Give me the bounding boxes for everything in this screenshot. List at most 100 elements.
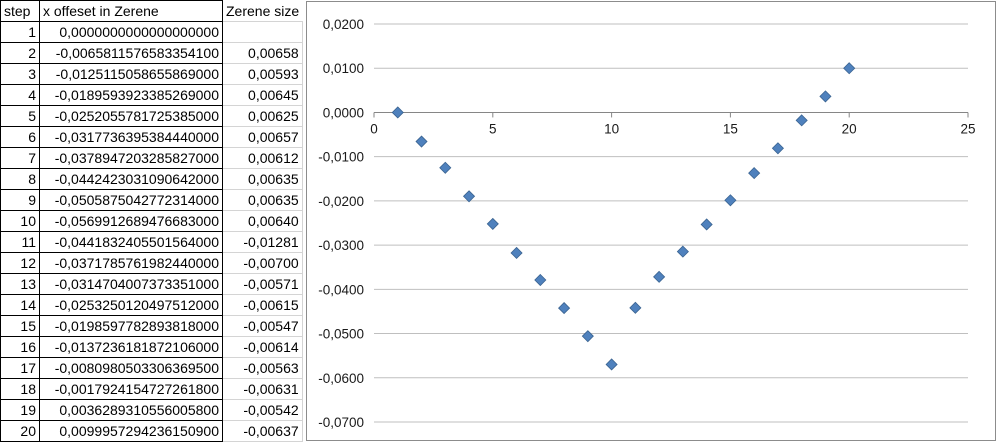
cell-zerene-size[interactable]: 0,00658 — [222, 42, 303, 64]
x-tick-label: 5 — [489, 121, 497, 136]
cell-x-offset[interactable]: -0,0505875042772314000 — [39, 189, 223, 211]
cell-x-offset[interactable]: -0,0017924154727261800 — [39, 378, 223, 400]
cell-x-offset[interactable]: -0,0371785761982440000 — [39, 252, 223, 274]
cell-x-offset[interactable]: -0,0080980503306369500 — [39, 357, 223, 379]
cell-step[interactable]: 15 — [0, 315, 40, 337]
cell-step[interactable]: 20 — [0, 420, 40, 442]
cell-step[interactable]: 4 — [0, 84, 40, 106]
cell-step[interactable]: 13 — [0, 273, 40, 295]
cell-step[interactable]: 18 — [0, 378, 40, 400]
cell-zerene-size[interactable]: -0,00563 — [222, 357, 303, 379]
data-point — [581, 330, 594, 343]
cell-zerene-size[interactable]: 0,00593 — [222, 63, 303, 85]
table-row: 19 0,0036289310556005800 -0,00542 — [0, 399, 303, 421]
cell-step[interactable]: 14 — [0, 294, 40, 316]
y-tick-label: -0,0600 — [318, 371, 364, 386]
table-row: 18 -0,0017924154727261800 -0,00631 — [0, 378, 303, 400]
chart-svg: 0,0200 0,0100 0,0000 -0,0100 -0,0200 -0,0300 -… — [318, 17, 975, 430]
cell-zerene-size[interactable]: -0,00631 — [222, 378, 303, 400]
cell-step[interactable]: 3 — [0, 63, 40, 85]
cell-x-offset[interactable]: -0,0253250120497512000 — [39, 294, 223, 316]
y-tick-label: -0,0100 — [318, 150, 364, 165]
data-point — [486, 217, 499, 230]
data-point — [391, 106, 404, 119]
data-point — [819, 90, 832, 103]
cell-step[interactable]: 8 — [0, 168, 40, 190]
cell-zerene-size[interactable]: 0,00645 — [222, 84, 303, 106]
table-row: 15 -0,0198597782893818000 -0,00547 — [0, 315, 303, 337]
cell-step[interactable]: 6 — [0, 126, 40, 148]
cell-step[interactable]: 16 — [0, 336, 40, 358]
table-row: 2 -0,0065811576583354100 0,00658 — [0, 42, 303, 64]
y-tick-label: -0,0200 — [318, 194, 364, 209]
cell-zerene-size[interactable]: -0,00571 — [222, 273, 303, 295]
cell-zerene-size[interactable]: 0,00635 — [222, 189, 303, 211]
table-row: 11 -0,0441832405501564000 -0,01281 — [0, 231, 303, 253]
cell-zerene-size[interactable]: -0,00615 — [222, 294, 303, 316]
cell-step[interactable]: 19 — [0, 399, 40, 421]
cell-step[interactable]: 2 — [0, 42, 40, 64]
cell-x-offset[interactable]: -0,0198597782893818000 — [39, 315, 223, 337]
cell-x-offset[interactable]: -0,0125115058655869000 — [39, 63, 223, 85]
cell-x-offset[interactable]: -0,0378947203285827000 — [39, 147, 223, 169]
data-point — [653, 270, 666, 283]
cell-x-offset[interactable]: 0,0036289310556005800 — [39, 399, 223, 421]
x-tick-label: 25 — [960, 121, 975, 136]
scatter-chart[interactable]: 0,0200 0,0100 0,0000 -0,0100 -0,0200 -0,0300 -… — [306, 1, 996, 441]
cell-zerene-size[interactable]: 0,00657 — [222, 126, 303, 148]
cell-step[interactable]: 7 — [0, 147, 40, 169]
cell-zerene-size[interactable]: 0,00625 — [222, 105, 303, 127]
cell-step[interactable]: 1 — [0, 21, 40, 43]
cell-x-offset[interactable]: -0,0569912689476683000 — [39, 210, 223, 232]
data-point — [510, 246, 523, 260]
cell-step[interactable]: 5 — [0, 105, 40, 127]
data-point — [676, 245, 689, 258]
table-row: 9 -0,0505875042772314000 0,00635 — [0, 189, 303, 211]
cell-zerene-size[interactable]: -0,01281 — [222, 231, 303, 253]
cell-zerene-size[interactable]: -0,00547 — [222, 315, 303, 337]
cell-x-offset[interactable]: -0,0252055781725385000 — [39, 105, 223, 127]
data-point — [558, 302, 571, 315]
cell-step[interactable]: 12 — [0, 252, 40, 274]
cell-x-offset[interactable]: -0,0442423031090642000 — [39, 168, 223, 190]
header-x-offset[interactable]: x offeset in Zerene — [39, 0, 223, 22]
table-row: 12 -0,0371785761982440000 -0,00700 — [0, 252, 303, 274]
cell-zerene-size[interactable]: -0,00700 — [222, 252, 303, 274]
cell-x-offset[interactable]: -0,0317736395384440000 — [39, 126, 223, 148]
header-step[interactable]: step — [0, 0, 40, 22]
cell-zerene-size[interactable] — [222, 21, 303, 43]
y-tick-label: -0,0700 — [318, 415, 364, 430]
cell-x-offset[interactable]: -0,0065811576583354100 — [39, 42, 223, 64]
table-row: 14 -0,0253250120497512000 -0,00615 — [0, 294, 303, 316]
cell-zerene-size[interactable]: -0,00542 — [222, 399, 303, 421]
cell-zerene-size[interactable]: 0,00612 — [222, 147, 303, 169]
data-point — [795, 114, 808, 127]
cell-x-offset[interactable]: -0,0137236181872106000 — [39, 336, 223, 358]
cell-x-offset[interactable]: -0,0441832405501564000 — [39, 231, 223, 253]
data-point — [771, 142, 784, 155]
table-row: 6 -0,0317736395384440000 0,00657 — [0, 126, 303, 148]
cell-step[interactable]: 17 — [0, 357, 40, 379]
table-row: 13 -0,0314704007373351000 -0,00571 — [0, 273, 303, 295]
data-point — [748, 167, 761, 180]
cell-zerene-size[interactable]: 0,00635 — [222, 168, 303, 190]
cell-zerene-size[interactable]: -0,00614 — [222, 336, 303, 358]
y-tick-label: -0,0300 — [318, 238, 364, 253]
cell-zerene-size[interactable]: -0,00637 — [222, 420, 303, 442]
cell-step[interactable]: 9 — [0, 189, 40, 211]
cell-x-offset[interactable]: 0,0000000000000000000 — [39, 21, 223, 43]
cell-x-offset[interactable]: -0,0314704007373351000 — [39, 273, 223, 295]
cell-step[interactable]: 10 — [0, 210, 40, 232]
cell-x-offset[interactable]: -0,0189593923385269000 — [39, 84, 223, 106]
table-row: 20 0,0099957294236150900 -0,00637 — [0, 420, 303, 442]
y-tick-label: 0,0000 — [323, 105, 364, 120]
data-point — [700, 218, 713, 231]
data-point — [534, 273, 547, 287]
cell-x-offset[interactable]: 0,0099957294236150900 — [39, 420, 223, 442]
table-row: 1 0,0000000000000000000 — [0, 21, 303, 43]
header-zerene-size[interactable]: Zerene size — [222, 0, 303, 22]
data-point — [843, 62, 856, 75]
cell-step[interactable]: 11 — [0, 231, 40, 253]
cell-zerene-size[interactable]: 0,00640 — [222, 210, 303, 232]
